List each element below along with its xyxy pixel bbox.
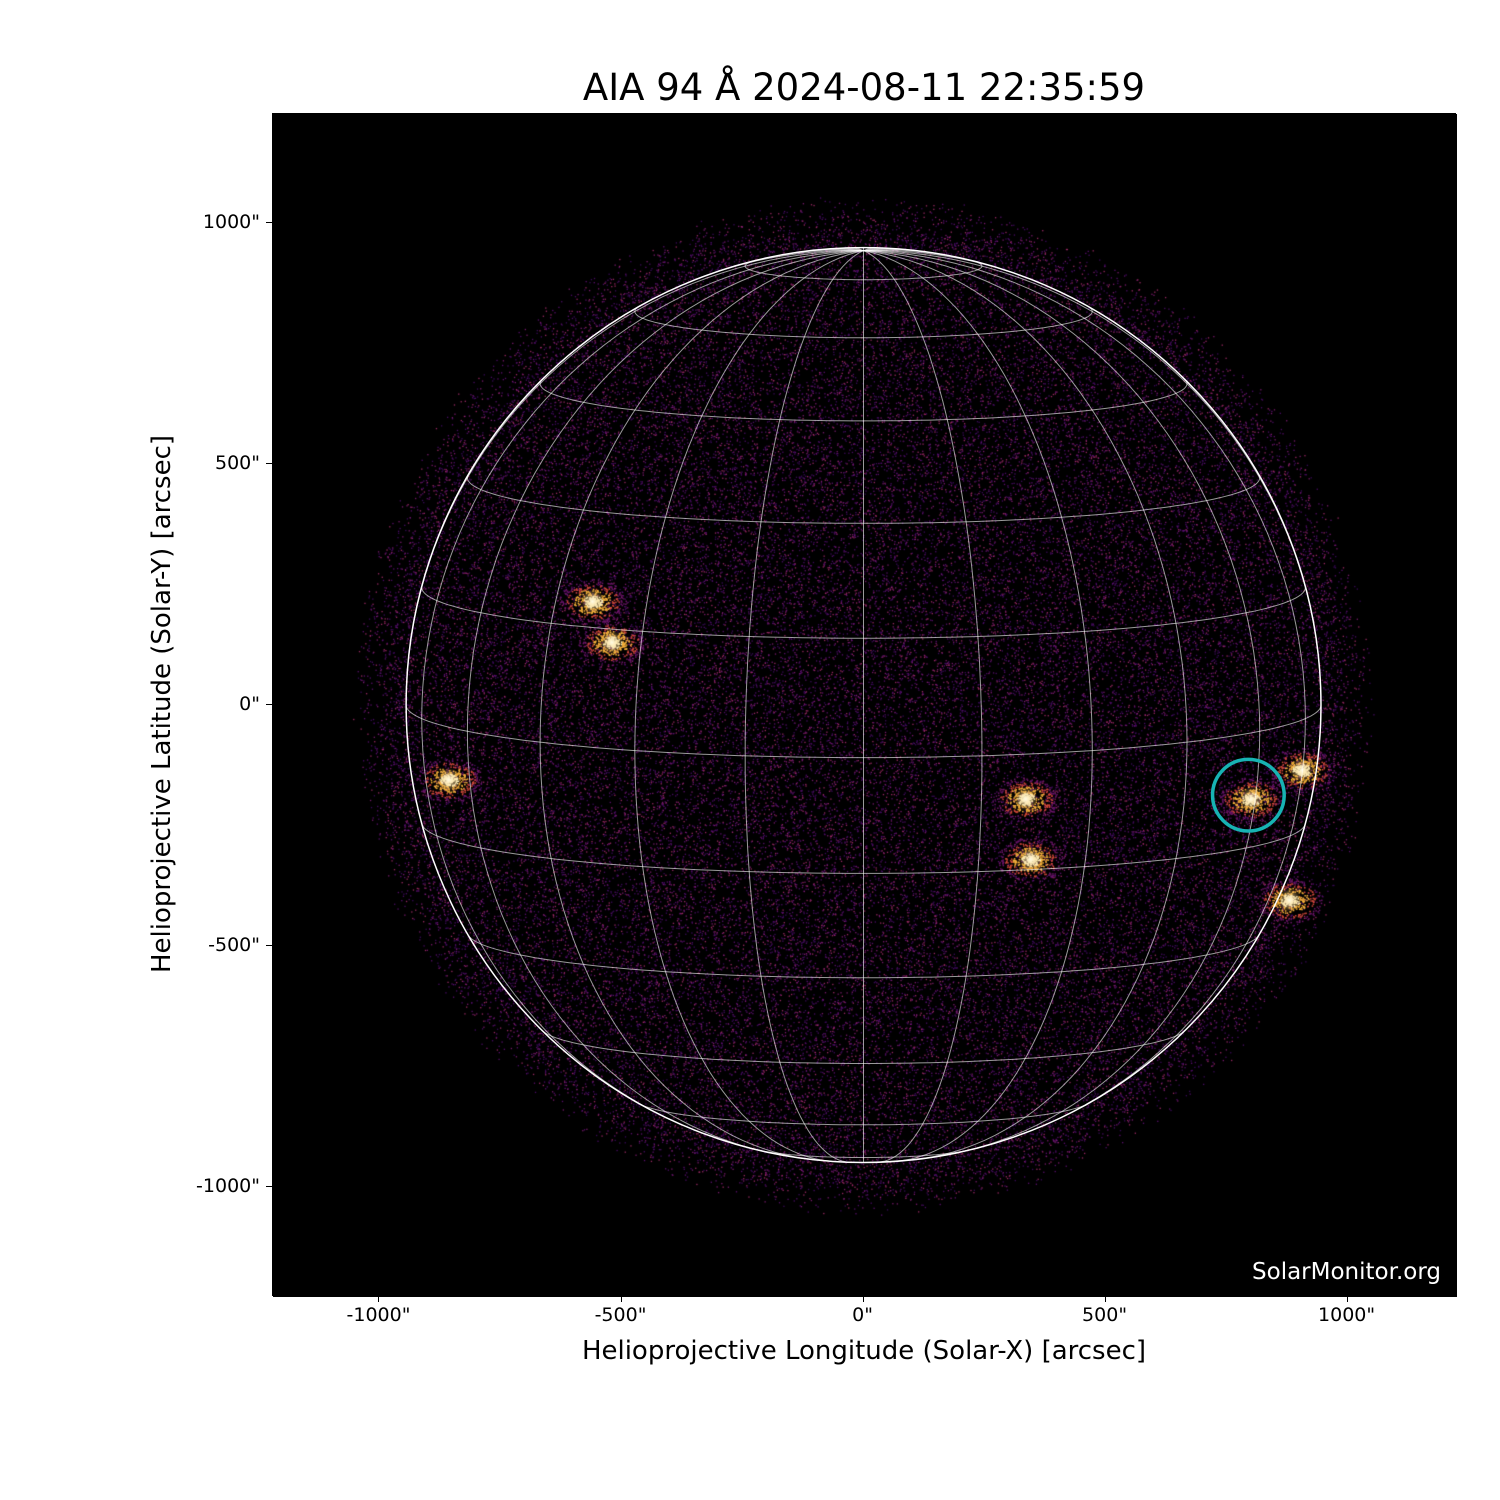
longitude-gridline xyxy=(744,250,864,1163)
y-tick-mark xyxy=(266,1186,272,1188)
solar-image-axes: SolarMonitor.org xyxy=(272,113,1457,1297)
x-tick-label: -500" xyxy=(594,1304,647,1326)
longitude-gridline xyxy=(421,250,864,1120)
y-tick-mark xyxy=(266,221,272,223)
x-tick-label: 0" xyxy=(852,1304,873,1326)
x-tick-label: -1000" xyxy=(346,1304,411,1326)
x-tick-mark xyxy=(1104,1296,1106,1302)
y-tick-label: -500" xyxy=(208,934,260,957)
y-tick-mark xyxy=(266,462,272,464)
longitude-gridline xyxy=(634,250,864,1162)
heliographic-grid xyxy=(405,246,1322,1164)
longitude-gridline xyxy=(863,250,1306,1120)
longitude-gridline xyxy=(863,250,1188,1160)
solar-image xyxy=(273,114,1457,1297)
x-tick-label: 1000" xyxy=(1318,1304,1376,1326)
y-axis-label: Helioprojective Latitude (Solar-Y) [arcs… xyxy=(147,434,177,974)
watermark: SolarMonitor.org xyxy=(1252,1259,1441,1285)
chart-title: AIA 94 Å 2024-08-11 22:35:59 xyxy=(582,66,1146,109)
y-tick-label: 500" xyxy=(214,451,260,474)
annotation-circle xyxy=(1210,757,1286,833)
y-tick-mark xyxy=(266,945,272,947)
x-tick-mark xyxy=(862,1296,864,1302)
x-tick-mark xyxy=(378,1296,380,1302)
longitude-gridline xyxy=(405,250,864,706)
solar-limb xyxy=(405,246,1322,1164)
y-tick-label: -1000" xyxy=(196,1175,260,1198)
x-tick-mark xyxy=(620,1296,622,1302)
y-tick-mark xyxy=(266,704,272,706)
y-tick-label: 1000" xyxy=(202,210,260,233)
longitude-gridline xyxy=(863,250,1261,1153)
y-tick-label: 0" xyxy=(239,693,260,716)
x-tick-mark xyxy=(1346,1296,1348,1302)
longitude-gridline xyxy=(863,250,983,1163)
x-tick-label: 500" xyxy=(1082,1304,1128,1326)
longitude-gridline xyxy=(539,250,864,1160)
longitude-gridline xyxy=(466,250,864,1153)
longitude-gridline xyxy=(863,250,1322,706)
longitude-gridline xyxy=(863,250,1093,1162)
x-axis-label: Helioprojective Longitude (Solar-X) [arc… xyxy=(581,1336,1147,1366)
